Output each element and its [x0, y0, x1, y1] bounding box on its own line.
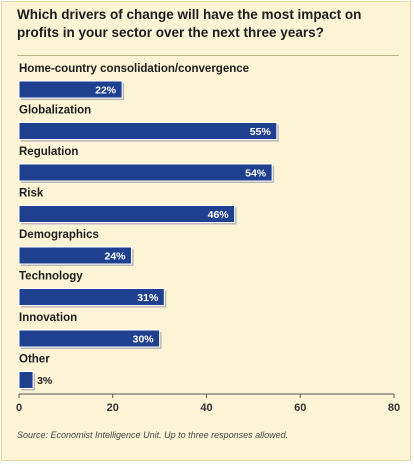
x-tick-label: 0	[16, 402, 22, 414]
bar	[18, 371, 34, 389]
bar-value-label: 3%	[37, 375, 53, 387]
category-label: Technology	[19, 271, 83, 283]
x-tick-label: 20	[107, 402, 119, 414]
x-tick-label: 80	[388, 402, 400, 414]
bar-value-label: 46%	[208, 209, 230, 221]
category-label: Demographics	[19, 229, 99, 241]
category-label: Home-country consolidation/convergence	[19, 63, 249, 75]
bar-value-label: 30%	[133, 334, 155, 346]
bar-value-label: 55%	[250, 126, 272, 138]
bar	[18, 163, 273, 182]
x-tick-label: 40	[200, 402, 212, 414]
bar-value-label: 22%	[95, 85, 117, 97]
bar	[18, 122, 278, 140]
bar	[18, 329, 161, 348]
bar	[18, 80, 123, 99]
x-tick-label: 60	[294, 402, 306, 414]
category-label: Risk	[19, 188, 44, 200]
chart-source-note: Source: Economist Intelligence Unit. Up …	[17, 430, 289, 440]
bar-value-label: 54%	[245, 168, 267, 180]
category-label: Regulation	[19, 146, 78, 158]
bar-value-label: 24%	[104, 251, 126, 263]
bar	[18, 246, 132, 265]
bar-value-label: 31%	[137, 292, 159, 304]
title-divider	[17, 55, 399, 56]
category-label: Other	[19, 354, 50, 366]
category-label: Globalization	[19, 105, 91, 117]
bar	[18, 288, 165, 306]
bar	[18, 205, 236, 223]
category-label: Innovation	[19, 312, 77, 324]
chart-title: Which drivers of change will have the mo…	[17, 7, 362, 40]
